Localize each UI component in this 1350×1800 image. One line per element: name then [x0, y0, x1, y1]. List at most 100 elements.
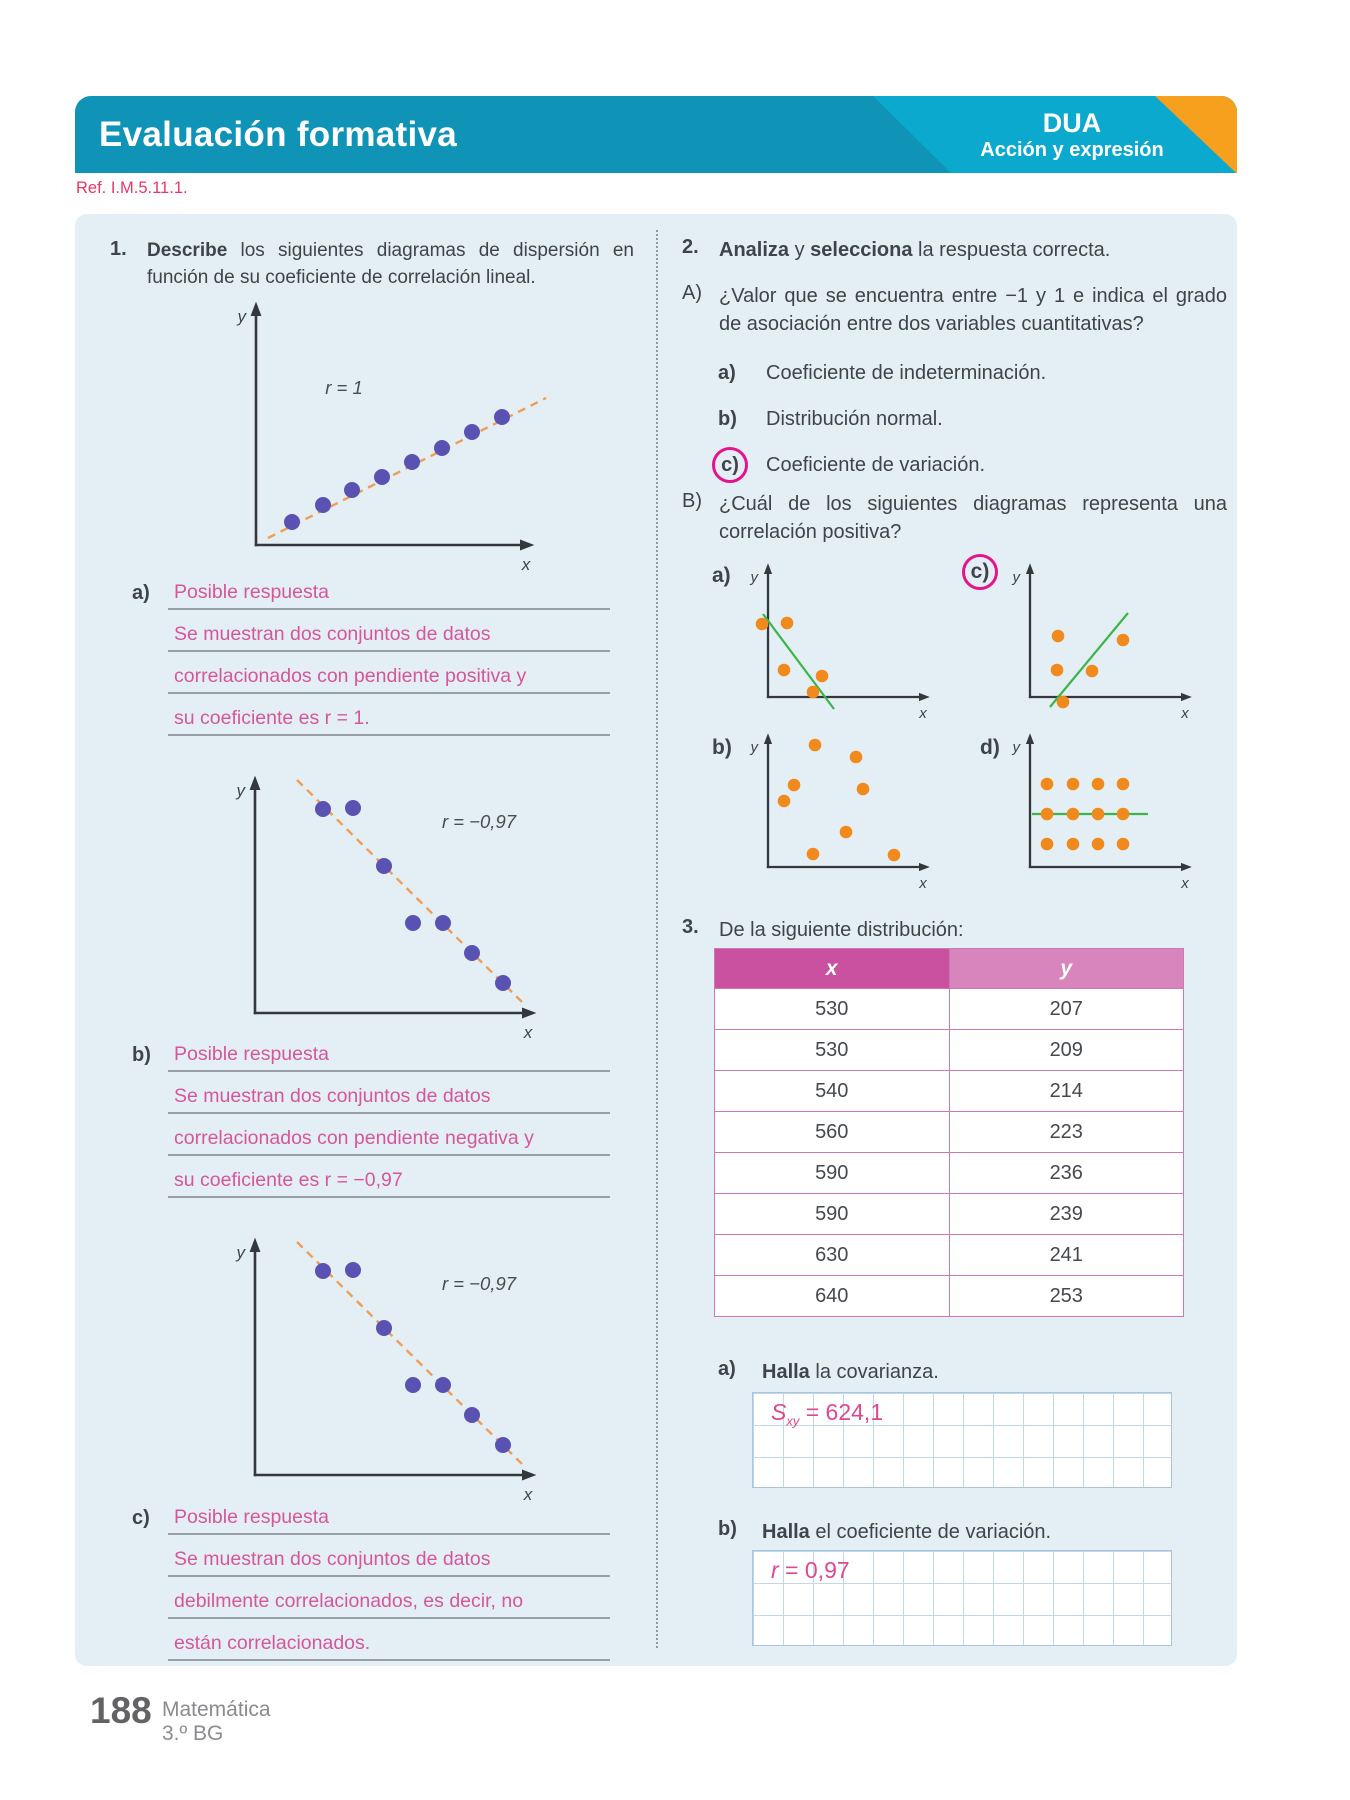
table-cell: 223 [948, 1111, 1184, 1153]
svg-text:y: y [236, 1243, 247, 1262]
table-cell: 640 [714, 1275, 950, 1317]
answer-line[interactable]: Se muestran dos conjuntos de datos [168, 610, 610, 652]
table-cell: 530 [714, 1029, 950, 1071]
answer-line[interactable]: están correlacionados. [168, 1619, 610, 1661]
table-header-x: x [714, 948, 950, 989]
table-row: 530 209 [714, 1029, 1184, 1071]
answer-line[interactable]: Se muestran dos conjuntos de datos [168, 1535, 610, 1577]
diagram-b-label[interactable]: b) [712, 736, 732, 759]
answer-b-lines: Posible respuesta Se muestran dos conjun… [168, 1030, 610, 1198]
diagram-b-scatter: yx [750, 733, 930, 892]
task-b: b) Halla el coeficiente de variación. [718, 1518, 1218, 1546]
table-cell: 209 [948, 1029, 1184, 1071]
answer-line[interactable]: Posible respuesta [168, 1493, 610, 1535]
option-a[interactable]: a) Coeficiente de indeterminación. [718, 350, 1218, 396]
task-a: a) Halla la covarianza. [718, 1358, 1218, 1386]
question-2: 2. Analiza y selecciona la respuesta cor… [682, 236, 1227, 264]
svg-text:y: y [237, 307, 248, 326]
table-cell: 540 [714, 1070, 950, 1112]
answer-c-label: c) [132, 1507, 150, 1529]
option-b[interactable]: b) Distribución normal. [718, 396, 1218, 442]
answer-line[interactable]: correlacionados con pendiente negativa y [168, 1114, 610, 1156]
svg-text:x: x [1180, 705, 1189, 722]
svg-text:x: x [918, 705, 927, 722]
table-row: 590 239 [714, 1193, 1184, 1235]
table-cell: 236 [948, 1152, 1184, 1194]
task-b-label: b) [718, 1518, 737, 1540]
covariance-answer: Sxy = 624,1 [771, 1399, 884, 1429]
table-header-y: y [948, 948, 1184, 989]
variation-answer: r = 0,97 [771, 1557, 850, 1583]
option-c-selected[interactable]: c) Coeficiente de variación. [712, 442, 1218, 488]
table-cell: 241 [948, 1234, 1184, 1276]
answer-b-label: b) [132, 1044, 151, 1066]
question-2a-label: A) [682, 282, 702, 304]
work-grid-covariance[interactable]: Sxy = 624,1 [752, 1392, 1172, 1488]
answer-line[interactable]: Posible respuesta [168, 568, 610, 610]
question-1-number: 1. [110, 238, 127, 260]
option-c-label: c) [712, 447, 766, 483]
answer-line[interactable]: Se muestran dos conjuntos de datos [168, 1072, 610, 1114]
table-row: 560 223 [714, 1111, 1184, 1153]
svg-text:y: y [1012, 739, 1022, 756]
distribution-table: x y 530 207 530 209 540 214 560 223 590 236 590 239… [714, 948, 1184, 1317]
question-2b: B) ¿Cuál de los siguientes diagramas rep… [682, 490, 1227, 547]
answer-line[interactable]: su coeficiente es r = 1. [168, 694, 610, 736]
answer-line[interactable]: Posible respuesta [168, 1030, 610, 1072]
scatter-plot-negative-2: y x r = −0,97 [236, 1237, 537, 1504]
svg-text:y: y [1012, 569, 1022, 586]
question-3: 3. De la siguiente distribución: [682, 916, 1222, 944]
diagram-a-label[interactable]: a) [712, 564, 731, 587]
question-2b-label: B) [682, 490, 702, 512]
answer-line[interactable]: correlacionados con pendiente positiva y [168, 652, 610, 694]
table-cell: 214 [948, 1070, 1184, 1112]
answer-line[interactable]: debilmente correlacionados, es decir, no [168, 1577, 610, 1619]
table-row: 590 236 [714, 1152, 1184, 1194]
svg-text:r = −0,97: r = −0,97 [442, 811, 517, 832]
book-subject: Matemática [162, 1698, 271, 1721]
option-a-text: Coeficiente de indeterminación. [766, 361, 1047, 384]
svg-text:y: y [750, 739, 760, 756]
diagram-d-label[interactable]: d) [980, 736, 1000, 759]
table-cell: 560 [714, 1111, 950, 1153]
table-cell: 530 [714, 988, 950, 1030]
task-a-text: Halla la covarianza. [762, 1361, 939, 1383]
svg-text:x: x [523, 1485, 533, 1504]
svg-text:r = −0,97: r = −0,97 [442, 1273, 517, 1294]
column-divider [656, 230, 658, 1648]
table-cell: 590 [714, 1152, 950, 1194]
question-3-text: De la siguiente distribución: [719, 919, 964, 941]
answer-a-lines: Posible respuesta Se muestran dos conjun… [168, 568, 610, 736]
option-c-text: Coeficiente de variación. [766, 453, 986, 476]
question-1: 1. Describe los siguientes diagramas de … [110, 238, 634, 292]
table-row: 640 253 [714, 1275, 1184, 1317]
svg-text:y: y [750, 569, 760, 586]
table-header-row: x y [714, 948, 1184, 989]
svg-text:x: x [1180, 875, 1189, 892]
svg-text:r = 1: r = 1 [325, 377, 363, 398]
svg-text:x: x [523, 1023, 533, 1042]
table-cell: 253 [948, 1275, 1184, 1317]
work-grid-variation[interactable]: r = 0,97 [752, 1550, 1172, 1646]
svg-text:x: x [918, 875, 927, 892]
answer-block-b: b) Posible respuesta Se muestran dos con… [132, 1030, 610, 1198]
header-banner: Evaluación formativa DUA Acción y expres… [75, 96, 1237, 173]
page-title: Evaluación formativa [99, 114, 458, 154]
table-row: 530 207 [714, 988, 1184, 1030]
question-2a: A) ¿Valor que se encuentra entre −1 y 1 … [682, 282, 1227, 339]
answer-a-label: a) [132, 582, 150, 604]
table-cell: 239 [948, 1193, 1184, 1235]
question-3-number: 3. [682, 916, 699, 938]
answer-line[interactable]: su coeficiente es r = −0,97 [168, 1156, 610, 1198]
dua-badge: DUA Acción y expresión [937, 107, 1207, 161]
diagram-c-scatter: yx [1012, 563, 1192, 722]
answer-block-c: c) Posible respuesta Se muestran dos con… [132, 1493, 610, 1661]
dua-badge-title: DUA [1042, 107, 1102, 138]
question-2a-options: a) Coeficiente de indeterminación. b) Di… [712, 350, 1218, 488]
task-b-text: Halla el coeficiente de variación. [762, 1521, 1052, 1543]
option-a-label: a) [718, 361, 736, 384]
table-row: 540 214 [714, 1070, 1184, 1112]
svg-text:x: x [521, 555, 531, 574]
diagram-c-label-selected[interactable]: c) [962, 554, 998, 590]
table-cell: 590 [714, 1193, 950, 1235]
